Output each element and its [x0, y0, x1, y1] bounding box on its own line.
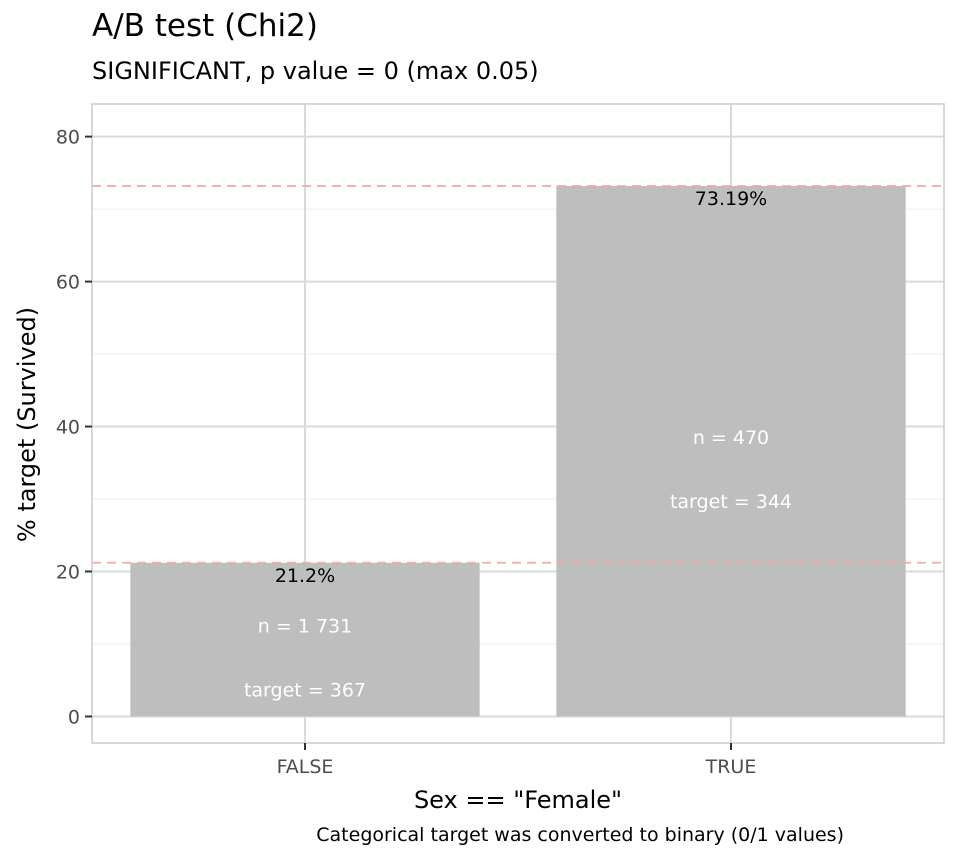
bar-true	[556, 185, 906, 717]
x-axis-title: Sex == "Female"	[414, 786, 622, 814]
y-axis-title: % target (Survived)	[13, 307, 41, 542]
bar-target-label: target = 367	[244, 680, 366, 702]
chart-subtitle: SIGNIFICANT, p value = 0 (max 0.05)	[92, 57, 539, 85]
bar-value-label: 21.2%	[275, 565, 335, 587]
panel-border	[91, 103, 945, 744]
bar-n-label: n = 1 731	[258, 616, 352, 638]
bar-false	[130, 562, 480, 717]
x-tick-label: TRUE	[705, 756, 757, 778]
y-tick-label: 0	[68, 706, 80, 728]
bar-target-label: target = 344	[670, 491, 792, 513]
bar-n-label: n = 470	[693, 427, 769, 449]
y-tick-label: 60	[56, 272, 80, 294]
y-tick-label: 80	[56, 127, 80, 149]
x-tick-label: FALSE	[277, 756, 334, 778]
chart-caption: Categorical target was converted to bina…	[316, 824, 844, 846]
chart-title: A/B test (Chi2)	[92, 8, 318, 44]
y-tick-label: 40	[56, 417, 80, 439]
bar-value-label: 73.19%	[695, 188, 767, 210]
y-tick-label: 20	[56, 562, 80, 584]
